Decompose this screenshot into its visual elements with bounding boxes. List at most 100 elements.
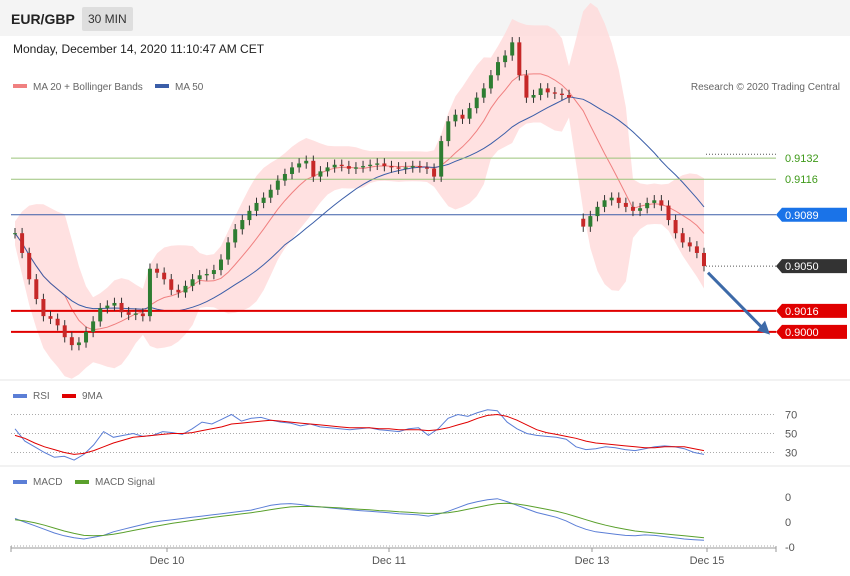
candle-body — [538, 88, 543, 95]
level-label: 0.9016 — [785, 306, 819, 318]
candle-body — [13, 233, 17, 235]
candle-body — [211, 270, 216, 275]
candle-body — [410, 166, 415, 168]
candle-body — [396, 167, 401, 169]
candle-body — [581, 218, 586, 227]
candle-body — [659, 200, 664, 206]
timestamp: Monday, December 14, 2020 11:10:47 AM CE… — [13, 42, 265, 56]
candle-body — [645, 202, 650, 209]
level-label-tag — [776, 324, 847, 339]
candle-body — [361, 166, 366, 168]
macd-signal-legend-swatch — [75, 480, 89, 484]
candle-body — [403, 167, 408, 169]
rsi-legend-swatch — [13, 394, 27, 398]
candles — [13, 37, 706, 351]
candle-body — [20, 233, 25, 253]
candle-body — [318, 171, 323, 177]
candle-body — [275, 180, 280, 190]
forecast-arrow — [706, 271, 770, 335]
candle-body — [332, 164, 337, 168]
candle-body — [460, 114, 465, 119]
candle-body — [531, 95, 536, 98]
candle-body — [155, 268, 160, 273]
candle-body — [474, 97, 479, 109]
candle-body — [609, 197, 614, 201]
candle-body — [69, 337, 74, 346]
rsi-ma-line — [14, 413, 705, 455]
candle-body — [510, 42, 515, 56]
x-tick-label: Dec 11 — [372, 555, 406, 567]
ma50-legend-label: MA 50 — [175, 82, 204, 93]
rsi-level-label: 50 — [785, 429, 797, 441]
candle-body — [673, 220, 678, 234]
rsi-panel: 70 50 30 — [11, 409, 797, 461]
candle-body — [623, 202, 628, 207]
macd-panel: 0 0 -0 — [11, 492, 795, 554]
candle-body — [702, 252, 706, 267]
level-label-tag — [776, 303, 847, 318]
ma20-legend-swatch — [13, 84, 27, 88]
candle-body — [439, 141, 444, 177]
x-tick-label: Dec 10 — [150, 555, 185, 567]
rsi-level-label: 30 — [785, 448, 797, 460]
candle-body — [630, 206, 635, 211]
candle-body — [112, 302, 117, 306]
candle-body — [105, 305, 110, 309]
timeframe-badge[interactable]: 30 MIN — [82, 7, 133, 31]
candle-body — [126, 312, 131, 315]
candle-body — [453, 114, 458, 122]
ma20-legend-label: MA 20 + Bollinger Bands — [33, 82, 143, 93]
candle-body — [552, 92, 557, 94]
level-label: 0.9132 — [785, 153, 819, 165]
candle-body — [41, 299, 46, 317]
level-label-tag — [776, 259, 847, 274]
candle-body — [559, 93, 564, 95]
candle-body — [524, 75, 529, 98]
credit-text: Research © 2020 Trading Central — [691, 82, 840, 93]
candle-body — [481, 88, 486, 98]
candle-body — [339, 164, 344, 167]
candle-body — [247, 210, 252, 221]
top-bar: EUR/GBP 30 MIN — [0, 0, 850, 36]
macd-legend-swatch — [13, 480, 27, 484]
candle-body — [496, 62, 501, 76]
candle-body — [446, 121, 451, 142]
candle-body — [602, 200, 607, 207]
candle-body — [48, 316, 53, 319]
forecast-arrow-head — [757, 320, 770, 335]
macd-signal-legend-label: MACD Signal — [95, 477, 155, 488]
candle-body — [55, 318, 60, 326]
symbol-title: EUR/GBP — [11, 11, 75, 27]
candle-body — [290, 167, 295, 174]
candle-body — [680, 233, 685, 243]
candle-body — [517, 42, 522, 76]
candle-body — [652, 200, 657, 203]
x-tick-label: Dec 15 — [690, 555, 725, 567]
candle-body — [169, 279, 174, 290]
candle-body — [226, 242, 231, 260]
candle-body — [417, 166, 422, 168]
candle-body — [119, 302, 124, 313]
candle-body — [424, 167, 429, 169]
candle-body — [204, 274, 209, 276]
candle-body — [545, 88, 550, 93]
candle-body — [389, 166, 394, 168]
candle-body — [297, 163, 302, 168]
candle-body — [190, 279, 195, 286]
candle-body — [282, 173, 287, 181]
forecast-arrow-shaft — [706, 271, 766, 331]
x-tick-label: Dec 13 — [575, 555, 610, 567]
candle-body — [432, 168, 437, 177]
candle-body — [261, 197, 266, 203]
level-label-tag — [776, 207, 847, 222]
candle-body — [76, 342, 81, 346]
ma50-legend-swatch — [155, 84, 169, 88]
candle-body — [382, 163, 387, 167]
candle-body — [268, 189, 273, 198]
macd-signal-line — [14, 502, 705, 539]
rsi-line — [14, 409, 705, 461]
candle-body — [488, 75, 493, 89]
candle-body — [254, 202, 259, 211]
candle-body — [595, 206, 600, 217]
